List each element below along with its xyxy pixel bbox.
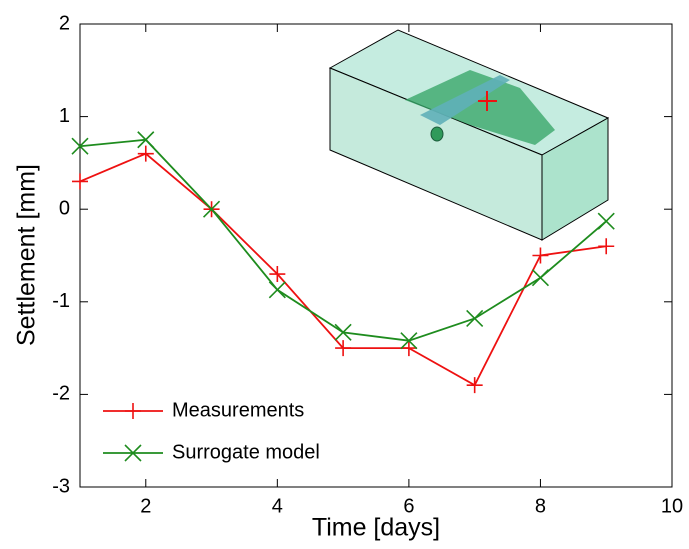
plot-frame bbox=[79, 23, 673, 488]
legend-marker bbox=[124, 444, 142, 462]
data-point bbox=[597, 212, 615, 230]
y-tick-label: -1 bbox=[52, 290, 70, 312]
data-point bbox=[400, 340, 417, 357]
inset-model bbox=[328, 29, 610, 241]
y-tick-label: -2 bbox=[52, 383, 70, 405]
y-axis-label: Settlement [mm] bbox=[13, 164, 41, 346]
data-point bbox=[466, 309, 484, 328]
x-tick-label: 2 bbox=[140, 495, 151, 517]
y-tick-label: 2 bbox=[59, 12, 70, 34]
data-point bbox=[335, 340, 352, 357]
data-point bbox=[137, 131, 155, 149]
data-point bbox=[598, 238, 615, 255]
data-point bbox=[137, 145, 154, 162]
legend-marker bbox=[125, 403, 141, 419]
x-axis-label: Time [days] bbox=[312, 514, 440, 542]
data-point bbox=[269, 266, 286, 283]
data-point bbox=[532, 247, 549, 264]
y-tick-label: -3 bbox=[52, 475, 70, 497]
x-tick-label: 8 bbox=[535, 495, 546, 517]
legend-label: Surrogate model bbox=[172, 441, 320, 463]
data-point bbox=[531, 269, 550, 287]
data-point bbox=[268, 281, 286, 299]
data-point bbox=[466, 377, 483, 394]
data-point bbox=[72, 173, 88, 190]
x-tick-label: 4 bbox=[272, 495, 283, 517]
legend-label: Measurements bbox=[172, 399, 304, 421]
data-point bbox=[334, 323, 352, 341]
data-point bbox=[202, 200, 221, 218]
data-point bbox=[71, 137, 89, 155]
x-tick-label: 10 bbox=[661, 495, 683, 517]
data-point bbox=[400, 332, 418, 350]
y-tick-label: 1 bbox=[59, 105, 70, 127]
x-tick-label: 6 bbox=[403, 495, 414, 517]
y-tick-label: 0 bbox=[59, 197, 70, 219]
